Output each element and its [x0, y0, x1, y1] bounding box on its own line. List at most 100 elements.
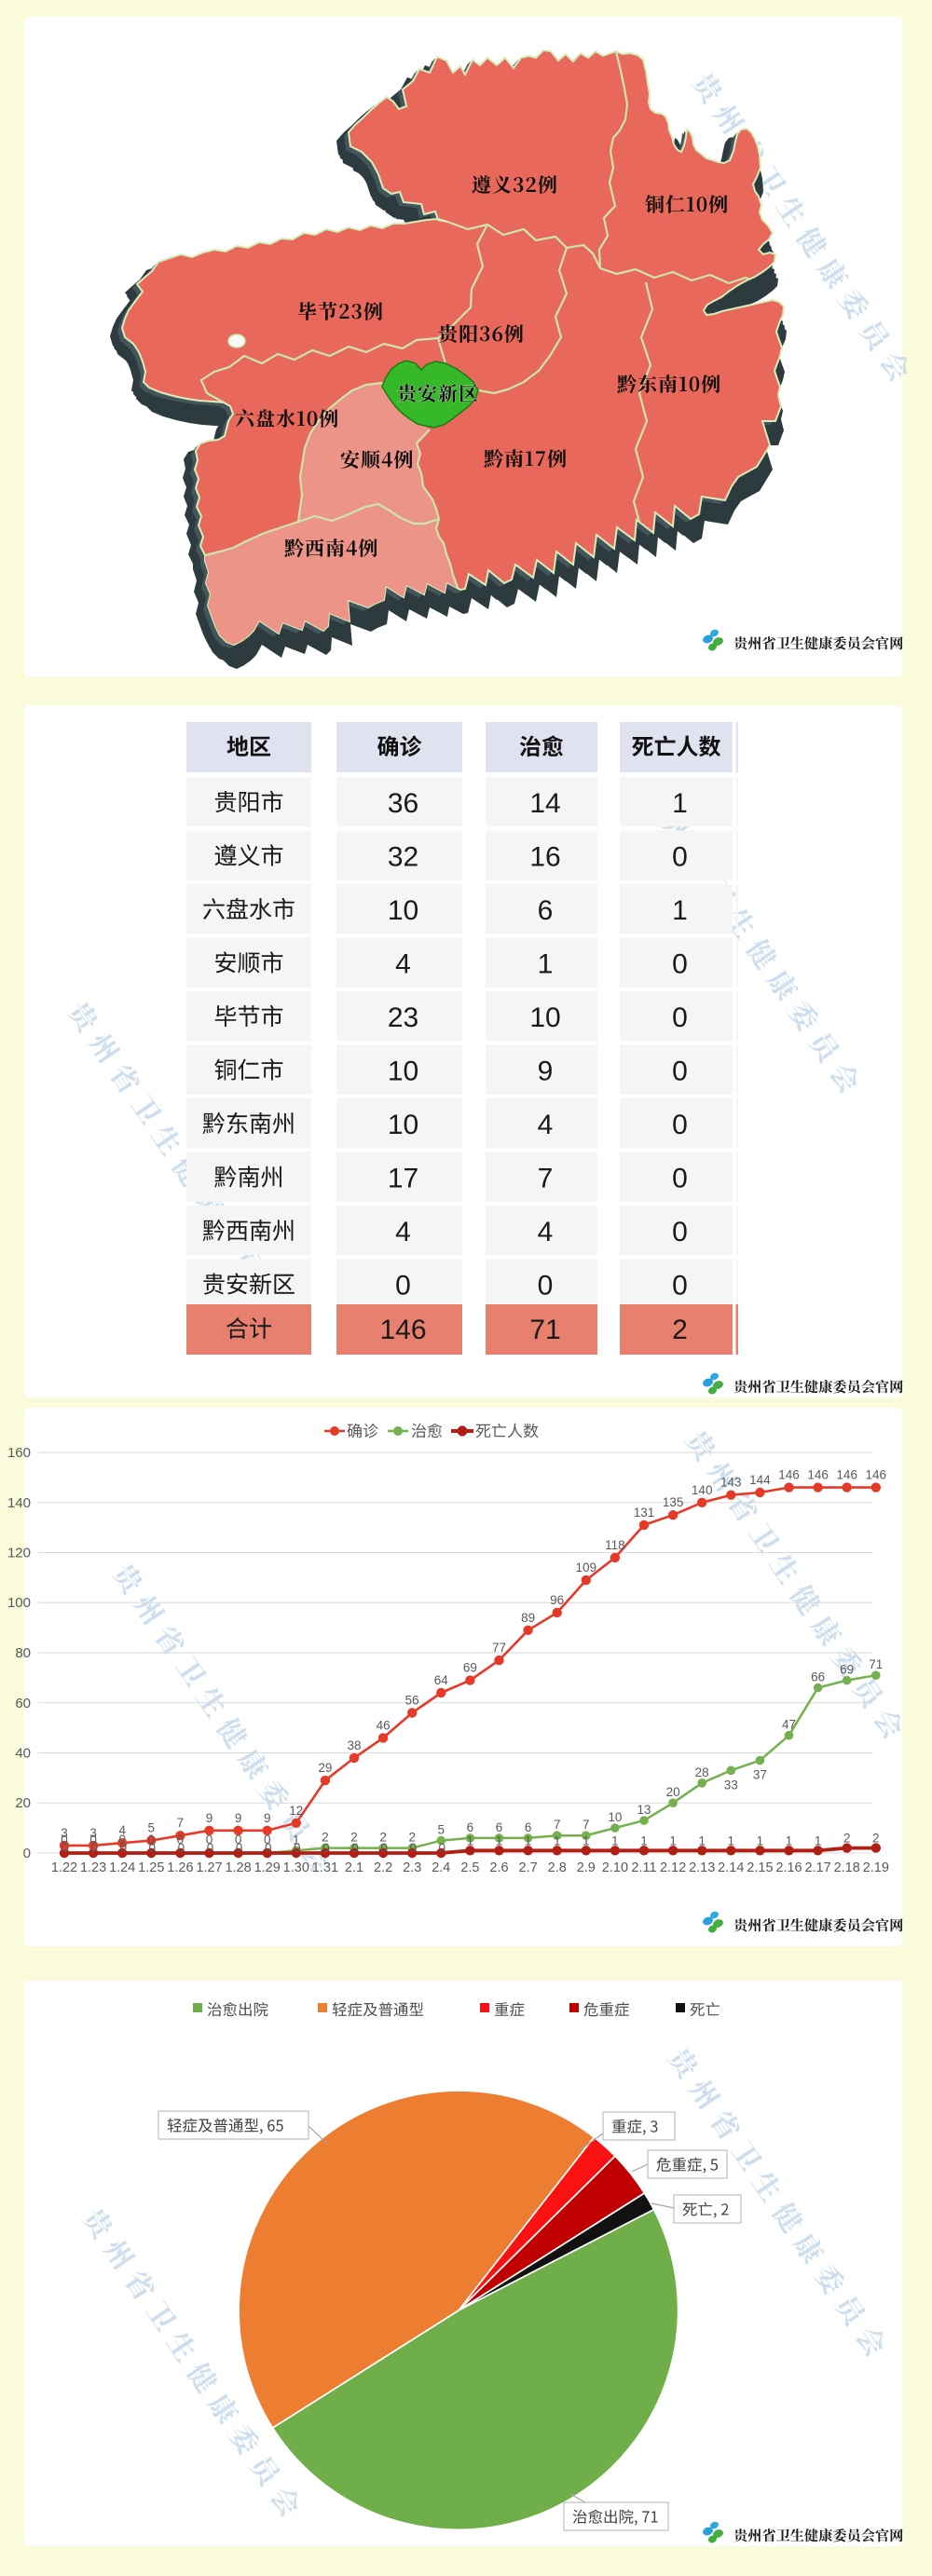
svg-text:1: 1: [293, 1833, 300, 1847]
svg-text:37: 37: [753, 1768, 767, 1782]
svg-text:29: 29: [318, 1761, 332, 1775]
svg-text:7: 7: [177, 1816, 185, 1830]
svg-text:77: 77: [492, 1641, 506, 1655]
svg-text:0: 0: [538, 1271, 554, 1302]
svg-text:0: 0: [264, 1833, 271, 1847]
svg-text:7: 7: [554, 1818, 561, 1832]
svg-text:33: 33: [724, 1778, 738, 1792]
svg-text:143: 143: [720, 1476, 742, 1490]
svg-text:0: 0: [235, 1833, 242, 1847]
svg-text:2: 2: [408, 1831, 416, 1845]
svg-text:0: 0: [672, 1217, 688, 1247]
svg-text:2: 2: [350, 1831, 358, 1845]
svg-text:2.1: 2.1: [345, 1860, 363, 1875]
svg-text:6: 6: [467, 1820, 474, 1834]
svg-text:1: 1: [669, 1833, 677, 1847]
svg-text:28: 28: [695, 1765, 709, 1779]
svg-text:0: 0: [178, 1841, 185, 1855]
svg-text:0: 0: [439, 1841, 446, 1855]
svg-text:1: 1: [467, 1833, 474, 1847]
svg-text:146: 146: [778, 1468, 800, 1482]
svg-text:0: 0: [89, 1833, 97, 1847]
svg-text:1.31: 1.31: [312, 1860, 338, 1875]
svg-text:146: 146: [807, 1468, 829, 1482]
svg-text:7: 7: [582, 1818, 590, 1832]
svg-text:7: 7: [538, 1164, 554, 1194]
svg-text:16: 16: [529, 842, 560, 873]
svg-text:109: 109: [576, 1561, 597, 1574]
svg-text:1: 1: [728, 1833, 735, 1847]
svg-text:4: 4: [395, 1217, 411, 1247]
svg-text:0: 0: [207, 1841, 214, 1855]
svg-text:2: 2: [379, 1831, 387, 1845]
svg-text:1: 1: [698, 1833, 706, 1847]
svg-text:1.26: 1.26: [167, 1860, 193, 1875]
svg-text:1: 1: [672, 895, 688, 926]
svg-text:2.2: 2.2: [374, 1860, 392, 1875]
svg-text:60: 60: [15, 1696, 31, 1711]
svg-text:0: 0: [294, 1841, 301, 1855]
svg-text:0: 0: [380, 1841, 388, 1855]
svg-text:23: 23: [388, 1002, 418, 1033]
svg-text:4: 4: [538, 1110, 554, 1140]
svg-text:2.17: 2.17: [804, 1860, 830, 1875]
svg-text:0: 0: [351, 1841, 359, 1855]
svg-text:17: 17: [388, 1164, 418, 1194]
svg-text:38: 38: [347, 1738, 361, 1752]
svg-text:0: 0: [672, 1110, 688, 1140]
svg-text:1.29: 1.29: [254, 1860, 281, 1875]
svg-text:1: 1: [786, 1833, 793, 1847]
svg-text:0: 0: [61, 1833, 68, 1847]
svg-text:71: 71: [869, 1657, 883, 1671]
svg-text:0: 0: [672, 1271, 688, 1302]
svg-text:71: 71: [529, 1315, 560, 1345]
svg-text:140: 140: [692, 1483, 713, 1497]
svg-text:20: 20: [15, 1795, 31, 1811]
svg-text:2.13: 2.13: [689, 1860, 715, 1875]
svg-text:2.16: 2.16: [775, 1860, 802, 1875]
svg-text:80: 80: [15, 1645, 31, 1661]
svg-text:4: 4: [538, 1217, 554, 1247]
svg-text:1: 1: [582, 1833, 590, 1847]
svg-text:146: 146: [379, 1315, 426, 1345]
svg-text:1: 1: [554, 1833, 561, 1847]
svg-text:2.14: 2.14: [718, 1860, 744, 1875]
svg-text:0: 0: [672, 949, 688, 980]
svg-text:0: 0: [62, 1841, 69, 1855]
svg-text:2.4: 2.4: [432, 1860, 450, 1875]
svg-text:0: 0: [119, 1841, 127, 1855]
svg-text:89: 89: [521, 1611, 535, 1625]
svg-text:10: 10: [388, 1110, 418, 1140]
svg-text:2.10: 2.10: [602, 1860, 628, 1875]
svg-text:0: 0: [265, 1841, 272, 1855]
svg-text:13: 13: [637, 1803, 651, 1817]
svg-text:64: 64: [434, 1673, 449, 1687]
svg-text:9: 9: [264, 1811, 271, 1825]
svg-text:2: 2: [672, 1315, 688, 1345]
svg-text:5: 5: [438, 1823, 445, 1837]
svg-text:1.24: 1.24: [109, 1860, 135, 1875]
svg-text:12: 12: [289, 1804, 303, 1818]
svg-text:2.19: 2.19: [863, 1860, 889, 1875]
svg-text:0: 0: [90, 1841, 98, 1855]
svg-text:140: 140: [7, 1495, 31, 1511]
svg-text:1: 1: [640, 1833, 648, 1847]
svg-text:2: 2: [872, 1832, 880, 1846]
svg-text:1.25: 1.25: [138, 1860, 164, 1875]
svg-text:1: 1: [611, 1833, 619, 1847]
svg-text:146: 146: [836, 1468, 857, 1482]
svg-text:2: 2: [322, 1831, 329, 1845]
svg-text:14: 14: [529, 788, 560, 819]
svg-text:1: 1: [672, 788, 688, 819]
svg-text:6: 6: [538, 895, 554, 926]
svg-text:1.23: 1.23: [80, 1860, 106, 1875]
svg-text:1: 1: [757, 1833, 764, 1847]
svg-text:2.12: 2.12: [660, 1860, 686, 1875]
svg-text:0: 0: [148, 1833, 156, 1847]
svg-text:160: 160: [7, 1445, 31, 1461]
svg-text:66: 66: [811, 1670, 825, 1684]
svg-text:2.3: 2.3: [403, 1860, 421, 1875]
svg-text:2.7: 2.7: [519, 1860, 538, 1875]
svg-text:3: 3: [89, 1826, 97, 1840]
svg-text:135: 135: [663, 1495, 684, 1509]
